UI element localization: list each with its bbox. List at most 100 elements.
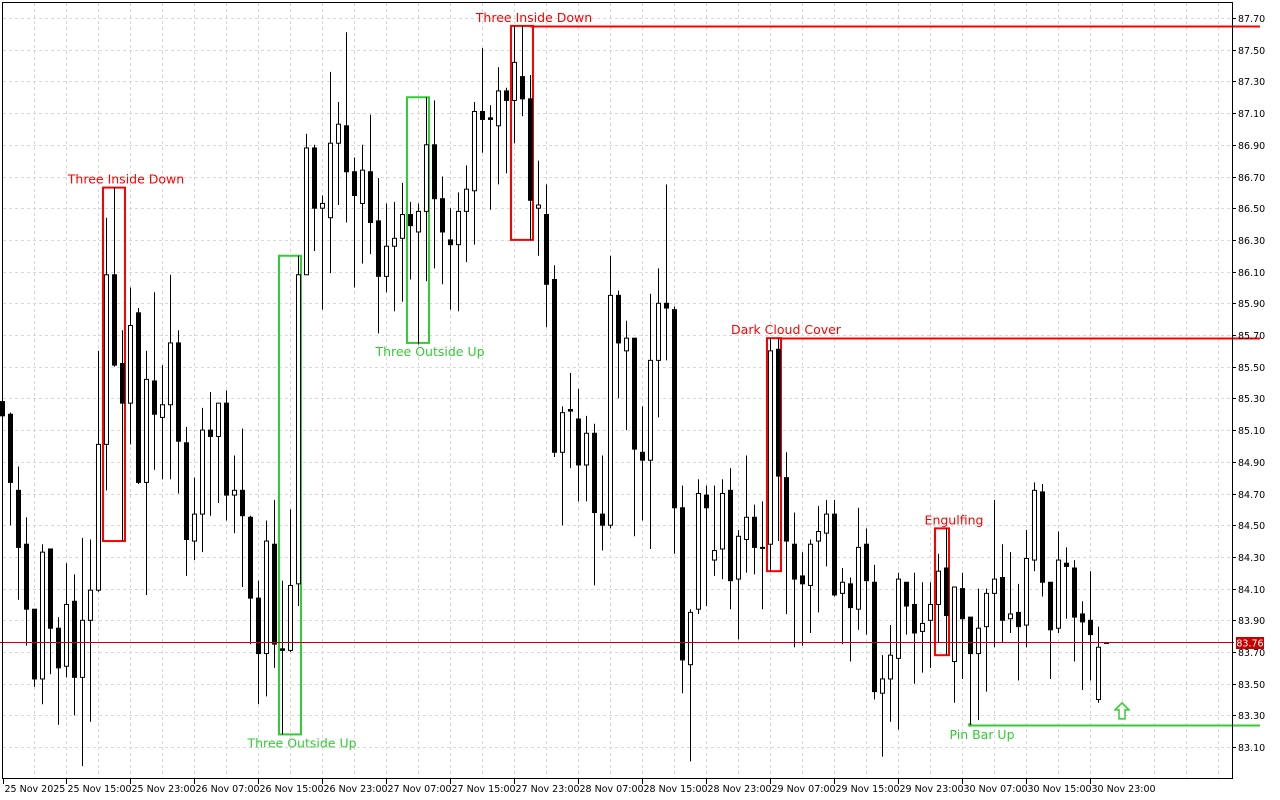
candle <box>472 102 477 245</box>
candle-body-bullish <box>1056 559 1061 629</box>
candle <box>360 144 365 264</box>
candle-body-bullish <box>1008 613 1013 620</box>
candle-body-bearish <box>752 516 757 548</box>
candle-body-bearish <box>632 337 637 450</box>
pin-bar-label: Pin Bar Up <box>949 727 1014 742</box>
candle-body-bearish <box>1072 567 1077 618</box>
candle <box>936 553 941 643</box>
candle <box>496 67 501 185</box>
candle-body-bearish <box>552 279 557 453</box>
candle <box>744 455 749 573</box>
candle <box>424 97 429 282</box>
candle-body-bullish <box>1024 557 1029 626</box>
candle-body-bearish <box>520 76 525 100</box>
candle-body-bullish <box>264 540 269 655</box>
candle <box>1016 583 1021 681</box>
up-arrow-icon <box>1113 701 1131 720</box>
candle-body-bearish <box>136 312 141 483</box>
candle-body-bearish <box>544 214 549 285</box>
candle-body-bullish <box>400 214 405 239</box>
candle-body-bullish <box>824 513 829 534</box>
candle-body-bullish <box>512 61 517 101</box>
candle-body-bearish <box>1000 577 1005 621</box>
y-tick-label: 86.50 <box>1238 204 1265 215</box>
candle-body-bearish <box>912 603 917 634</box>
candle-body-bearish <box>176 342 181 442</box>
candle-body-bearish <box>352 171 357 197</box>
candle-body-bearish <box>408 214 413 227</box>
time-axis: 25 Nov 2025 25 Nov 15:00 25 Nov 23:00 26 No… <box>3 778 1156 795</box>
candle <box>952 586 957 703</box>
x-tick-label: 29 Nov 15:00 <box>836 784 900 795</box>
candle-body-bearish <box>272 543 277 645</box>
candle-body-bearish <box>72 600 77 678</box>
candle <box>280 580 285 735</box>
candle-body-bearish <box>704 494 709 509</box>
candle-body-bearish <box>728 489 733 582</box>
candle <box>856 507 861 630</box>
candle <box>328 71 333 274</box>
candle-body-bearish <box>504 90 509 101</box>
candle <box>824 499 829 567</box>
candle <box>776 338 781 542</box>
candle-body-bearish <box>56 627 61 669</box>
candle <box>216 402 221 504</box>
candle <box>568 373 573 469</box>
candle-body-bullish <box>688 611 693 666</box>
candle <box>1032 482 1037 572</box>
candle <box>736 529 741 640</box>
candle-body-bearish <box>968 616 973 655</box>
candle <box>56 617 61 725</box>
candle <box>1080 601 1085 691</box>
candle <box>760 501 765 610</box>
x-tick-label: 27 Nov 15:00 <box>452 784 516 795</box>
grid <box>2 3 1232 778</box>
candle <box>624 320 629 431</box>
candle-body-bearish <box>792 543 797 580</box>
candle-body-bullish <box>536 204 541 209</box>
candle-body-bullish <box>920 622 925 632</box>
y-tick-label: 86.90 <box>1238 141 1265 152</box>
candle-body-bullish <box>424 144 429 212</box>
candle-body-bullish <box>744 516 749 540</box>
x-tick-label: 27 Nov 07:00 <box>388 784 452 795</box>
candle-body-bearish <box>224 402 229 496</box>
candle-body-bearish <box>568 408 573 412</box>
candle <box>208 392 213 516</box>
candle-body-bullish <box>896 578 901 659</box>
candle <box>344 32 349 223</box>
x-tick-label: 30 Nov 15:00 <box>1028 784 1092 795</box>
candle-body-bearish <box>32 608 37 680</box>
y-tick-label: 83.70 <box>1238 648 1265 659</box>
pattern-label: Three Outside Up <box>246 735 356 750</box>
candle <box>64 563 69 678</box>
candle <box>600 455 605 551</box>
candle-body-bullish <box>336 123 341 144</box>
x-tick-label: 25 Nov 2025 <box>5 784 66 795</box>
candle-body-bearish <box>120 363 125 404</box>
candle <box>392 201 397 312</box>
y-tick-label: 87.10 <box>1238 109 1265 120</box>
candle-body-bearish <box>800 575 805 585</box>
candle <box>408 201 413 280</box>
candle-body-bullish <box>104 274 109 445</box>
candle-body-bullish <box>88 589 93 621</box>
price-axis: 87.70 87.50 87.30 87.10 86.90 86.70 86.50 86.30… <box>1232 14 1265 754</box>
candle <box>456 192 461 312</box>
x-tick-label: 28 Nov 23:00 <box>708 784 772 795</box>
candle-body-bearish <box>248 516 253 599</box>
candle <box>544 184 549 328</box>
candle <box>800 552 805 646</box>
y-tick-label: 85.50 <box>1238 363 1265 374</box>
candle-body-bearish <box>944 567 949 617</box>
candle-body-bullish <box>1096 646 1101 701</box>
candle-body-bearish <box>864 543 869 582</box>
candle-body-bullish <box>464 188 469 212</box>
candle <box>464 165 469 263</box>
y-tick-label: 86.10 <box>1238 268 1265 279</box>
candle <box>888 625 893 722</box>
candle <box>912 572 917 684</box>
candle-body-bullish <box>472 111 477 192</box>
candle <box>264 520 269 697</box>
